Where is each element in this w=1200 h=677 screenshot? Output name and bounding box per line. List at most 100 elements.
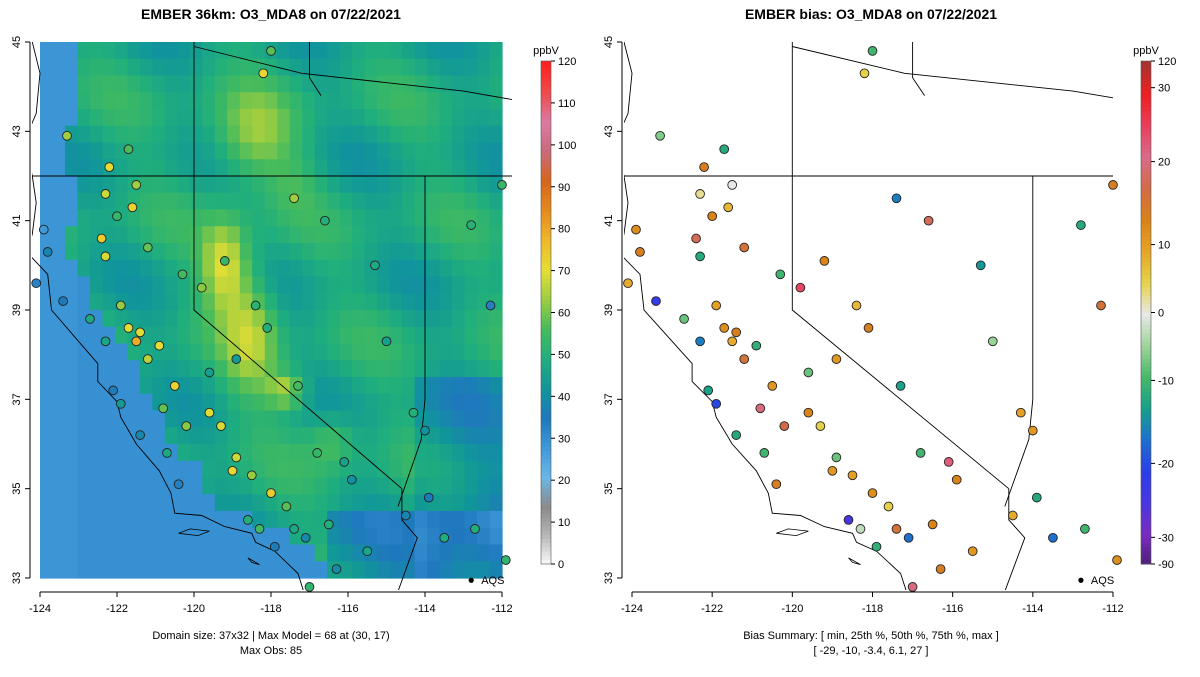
grid-cell bbox=[227, 326, 241, 345]
grid-cell bbox=[364, 561, 378, 579]
colorbar-segment bbox=[1141, 102, 1151, 108]
or-id-border bbox=[912, 42, 925, 96]
grid-cell bbox=[152, 159, 166, 177]
grid-cell bbox=[302, 561, 316, 579]
grid-cell bbox=[89, 293, 104, 311]
grid-cell bbox=[214, 192, 228, 211]
grid-cell bbox=[52, 42, 66, 60]
grid-cell bbox=[452, 460, 466, 479]
grid-cell bbox=[439, 159, 453, 177]
grid-cell bbox=[427, 343, 441, 361]
grid-cell bbox=[239, 477, 253, 495]
station-marker bbox=[695, 336, 705, 347]
grid-cell bbox=[264, 527, 278, 546]
grid-cell bbox=[177, 527, 191, 546]
colorbar-segment bbox=[1141, 249, 1151, 255]
grid-cell bbox=[89, 276, 104, 294]
grid-cell bbox=[439, 511, 453, 529]
grid-cell bbox=[427, 226, 441, 244]
grid-cell bbox=[139, 544, 153, 562]
station-marker bbox=[293, 381, 303, 391]
grid-cell bbox=[239, 42, 253, 60]
grid-cell bbox=[352, 259, 366, 278]
grid-cell bbox=[327, 142, 341, 160]
grid-cell bbox=[77, 125, 91, 144]
grid-cell bbox=[252, 511, 266, 529]
station-marker bbox=[127, 202, 138, 213]
grid-cell bbox=[239, 58, 253, 77]
grid-cell bbox=[489, 276, 503, 294]
colorbar-segment bbox=[1141, 274, 1151, 280]
colorbar-segment bbox=[1141, 513, 1151, 519]
colorbar-tick-label: -30 bbox=[1158, 532, 1174, 544]
grid-cell bbox=[127, 494, 141, 512]
colorbar-segment bbox=[541, 149, 551, 154]
grid-cell bbox=[252, 310, 266, 328]
grid-cell bbox=[314, 42, 328, 60]
grid-cell bbox=[327, 393, 341, 412]
grid-cell bbox=[489, 75, 503, 93]
colorbar-segment bbox=[541, 211, 551, 217]
grid-cell bbox=[102, 343, 116, 361]
station-marker bbox=[320, 215, 330, 226]
grid-cell bbox=[189, 142, 203, 160]
grid-cell bbox=[102, 142, 116, 160]
colorbar-segment bbox=[1141, 421, 1151, 427]
grid-cell bbox=[414, 360, 428, 378]
grid-cell bbox=[127, 209, 141, 227]
grid-cell bbox=[389, 42, 403, 60]
station-marker bbox=[500, 555, 511, 565]
colorbar-tick-label: 110 bbox=[558, 98, 576, 110]
colorbar-segment bbox=[1141, 484, 1151, 490]
grid-cell bbox=[189, 293, 203, 311]
colorbar-segment bbox=[541, 475, 551, 481]
grid-cell bbox=[327, 125, 341, 144]
grid-cell bbox=[302, 209, 316, 227]
grid-cell bbox=[277, 544, 291, 562]
grid-cell bbox=[289, 460, 303, 479]
grid-cell bbox=[277, 511, 291, 529]
grid-cell bbox=[489, 527, 503, 546]
grid-cell bbox=[377, 109, 391, 127]
colorbar-segment bbox=[541, 484, 551, 490]
grid-cell bbox=[339, 209, 353, 227]
colorbar-segment bbox=[1141, 438, 1151, 443]
grid-cell bbox=[377, 209, 391, 227]
grid-cell bbox=[77, 326, 91, 345]
grid-cell bbox=[327, 293, 341, 311]
grid-cell bbox=[364, 75, 378, 93]
grid-cell bbox=[277, 343, 291, 361]
grid-cell bbox=[452, 527, 466, 546]
grid-cell bbox=[427, 209, 441, 227]
station-marker bbox=[243, 515, 253, 525]
grid-cell bbox=[352, 377, 366, 395]
colorbar-segment bbox=[1141, 295, 1151, 301]
y-tick-label: 45 bbox=[11, 36, 23, 48]
grid-cell bbox=[52, 393, 66, 412]
station-marker bbox=[112, 211, 122, 222]
grid-cell bbox=[64, 176, 79, 194]
grid-cell bbox=[427, 293, 441, 311]
grid-cell bbox=[264, 192, 278, 211]
grid-cell bbox=[327, 209, 341, 227]
grid-cell bbox=[102, 109, 116, 127]
grid-cell bbox=[252, 561, 266, 579]
station-marker bbox=[1015, 407, 1026, 418]
colorbar-segment bbox=[541, 505, 551, 511]
grid-cell bbox=[40, 276, 54, 294]
grid-cell bbox=[289, 494, 303, 512]
colorbar-segment bbox=[541, 107, 551, 112]
colorbar-segment bbox=[541, 111, 551, 116]
colorbar-segment bbox=[541, 417, 551, 422]
grid-cell bbox=[439, 58, 453, 77]
grid-cell bbox=[377, 293, 391, 311]
grid-cell bbox=[302, 360, 316, 378]
grid-cell bbox=[264, 460, 278, 479]
grid-cell bbox=[264, 125, 278, 144]
grid-cell bbox=[477, 561, 491, 579]
colorbar-segment bbox=[541, 425, 551, 431]
grid-cell bbox=[189, 477, 203, 495]
grid-cell bbox=[189, 343, 203, 361]
colorbar-segment bbox=[541, 333, 551, 339]
